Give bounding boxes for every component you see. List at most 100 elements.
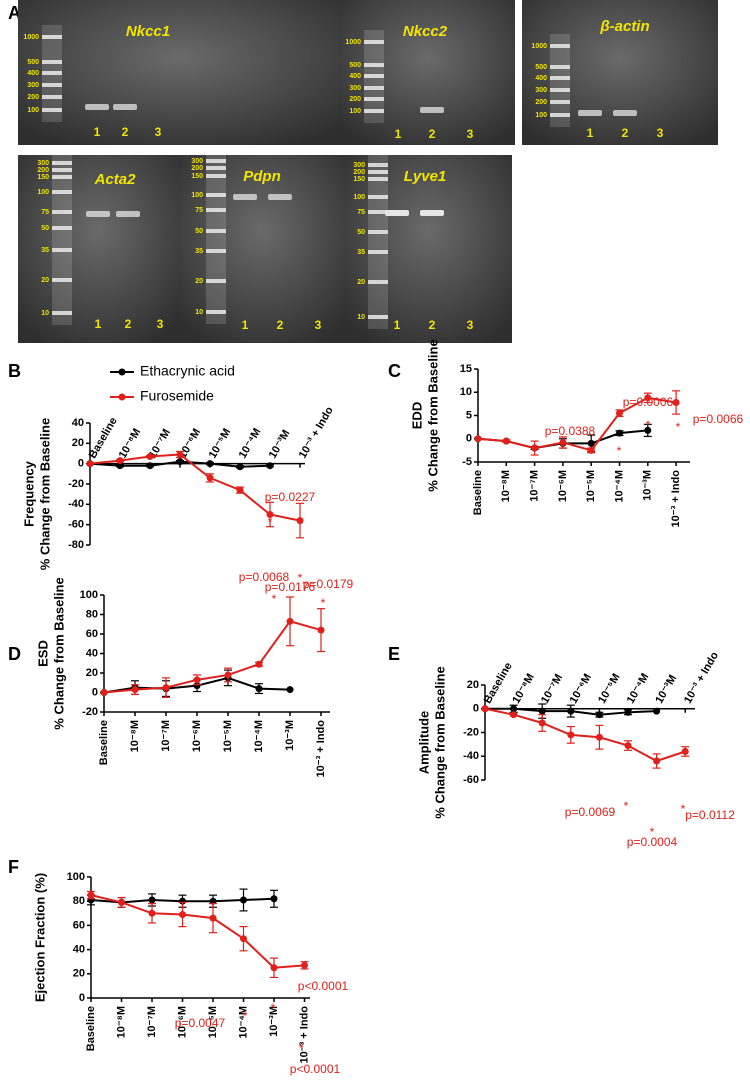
x-tick-label: Baseline (87, 415, 120, 460)
data-point (270, 895, 278, 903)
x-tick-label: 10⁻⁴M (237, 1006, 249, 1039)
ladder-label: 10 (41, 310, 49, 317)
gel-band (116, 211, 140, 217)
ladder-label: 300 (27, 82, 39, 89)
x-tick-label: 10⁻⁴M (613, 470, 625, 503)
data-point (624, 708, 632, 716)
ladder-band (42, 71, 62, 75)
legend-label: Furosemide (140, 388, 214, 404)
data-point (474, 435, 482, 443)
x-tick-label: 10⁻⁵M (207, 427, 234, 461)
y-tick-label: 0 (473, 703, 479, 715)
y-tick-label: -5 (462, 456, 472, 468)
y-tick-label: 0 (92, 686, 98, 698)
y-tick-label: 80 (86, 608, 98, 620)
lane-label: 3 (467, 318, 474, 332)
ladder-band (206, 279, 226, 283)
data-point (266, 462, 274, 470)
ladder-label: 400 (349, 73, 361, 80)
data-point (162, 684, 170, 692)
data-point (286, 686, 294, 694)
y-tick-label: 60 (73, 919, 85, 931)
ladder-band (368, 230, 388, 234)
ladder-label: 200 (349, 96, 361, 103)
ladder-band (550, 76, 570, 80)
data-point (206, 460, 214, 468)
ladder-label: 35 (357, 249, 365, 256)
data-point (286, 617, 294, 625)
data-point (116, 462, 124, 470)
significance-star: * (299, 1041, 304, 1055)
x-tick-label: 10⁻⁴M (253, 720, 265, 753)
ladder-band (52, 210, 72, 214)
x-tick-label: Baseline (85, 1006, 97, 1051)
ladder-band (52, 226, 72, 230)
ladder-band (52, 278, 72, 282)
ladder-band (364, 40, 384, 44)
data-point (255, 660, 263, 668)
y-tick-label: 5 (466, 409, 472, 421)
x-tick-label: 10⁻³M (653, 673, 679, 706)
ladder-label: 400 (535, 75, 547, 82)
ladder-label: 300 (191, 158, 203, 165)
x-tick-label: 10⁻⁵M (585, 470, 597, 502)
ladder-band (52, 190, 72, 194)
data-point (176, 458, 184, 466)
ladder-band (364, 86, 384, 90)
ladder-label: 150 (37, 174, 49, 181)
x-tick-label: 10⁻⁸M (115, 1006, 127, 1038)
data-point (266, 511, 274, 518)
data-point (209, 914, 217, 922)
ladder-label: 35 (195, 248, 203, 255)
gel-band (578, 110, 602, 116)
gel-band (420, 210, 444, 216)
lane-label: 3 (467, 127, 474, 141)
ladder-label: 400 (27, 70, 39, 77)
ladder-label: 100 (191, 192, 203, 199)
y-tick-label: 15 (460, 363, 472, 375)
x-tick-label: 10⁻³ + Indo (682, 650, 721, 706)
ladder-label: 1000 (531, 43, 547, 50)
y-axis-title: ESD (35, 640, 50, 667)
significance-star: * (272, 592, 277, 606)
y-tick-label: 10 (460, 386, 472, 398)
gel-band (268, 194, 292, 200)
lane-label: 3 (157, 317, 164, 331)
ladder-band (364, 109, 384, 113)
gel-band (385, 210, 409, 216)
p-value: p<0.0001 (290, 1062, 341, 1076)
gene-label: Pdpn (243, 168, 281, 185)
y-tick-label: 0 (79, 992, 85, 1004)
x-tick-label: 10⁻⁵M (207, 1006, 219, 1038)
significance-star: * (617, 444, 622, 458)
gene-label: Acta2 (94, 171, 137, 188)
y-axis-title: Frequency (21, 460, 36, 527)
ladder-label: 50 (357, 229, 365, 236)
lane-label: 2 (125, 317, 132, 331)
x-tick-label: 10⁻³ + Indo (670, 470, 682, 528)
ladder-label: 50 (195, 228, 203, 235)
lane-label: 2 (277, 318, 284, 332)
data-point (255, 685, 263, 693)
series-line (90, 894, 305, 969)
x-tick-label: 10⁻⁶M (557, 470, 569, 502)
ladder-label: 300 (37, 160, 49, 167)
ladder-band (368, 170, 388, 174)
lane-label: 1 (94, 125, 101, 139)
y-tick-label: 20 (467, 679, 479, 691)
lane-label: 1 (95, 317, 102, 331)
ladder-band (42, 95, 62, 99)
ladder-label: 150 (191, 173, 203, 180)
data-point (148, 909, 156, 917)
x-tick-label: 10⁻⁶M (568, 672, 595, 706)
data-point (176, 451, 184, 459)
ladder-label: 500 (349, 62, 361, 69)
ladder-band (206, 166, 226, 170)
gel-image (340, 0, 515, 145)
y-tick-label: 60 (86, 628, 98, 640)
ladder-band (42, 108, 62, 112)
ladder-band (42, 35, 62, 39)
data-point (567, 731, 575, 739)
data-point (587, 439, 595, 447)
chart: -5 0 5 10 15 Baseline 10⁻⁸M 10⁻⁷M 10⁻⁶M 10⁻⁵M 10⁻⁴… (409, 339, 743, 527)
